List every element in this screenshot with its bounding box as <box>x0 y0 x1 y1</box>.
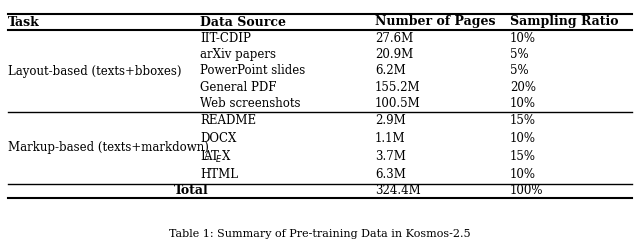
Text: Sampling Ratio: Sampling Ratio <box>510 16 618 28</box>
Text: 100.5M: 100.5M <box>375 97 420 110</box>
Text: 10%: 10% <box>510 97 536 110</box>
Text: 100%: 100% <box>510 184 543 198</box>
Text: L$\!\!$A$\!$T$_{\!\!E}$X: L$\!\!$A$\!$T$_{\!\!E}$X <box>200 149 232 165</box>
Text: 20.9M: 20.9M <box>375 48 413 61</box>
Text: Markup-based (texts+markdown): Markup-based (texts+markdown) <box>8 142 209 154</box>
Text: HTML: HTML <box>200 169 238 181</box>
Text: 324.4M: 324.4M <box>375 184 420 198</box>
Text: 1.1M: 1.1M <box>375 133 406 145</box>
Text: 10%: 10% <box>510 169 536 181</box>
Text: Number of Pages: Number of Pages <box>375 16 495 28</box>
Text: 15%: 15% <box>510 150 536 164</box>
Text: Task: Task <box>8 16 40 28</box>
Text: IIT-CDIP: IIT-CDIP <box>200 32 251 45</box>
Text: 155.2M: 155.2M <box>375 81 420 94</box>
Text: 10%: 10% <box>510 133 536 145</box>
Text: Total: Total <box>174 184 209 198</box>
Text: 3.7M: 3.7M <box>375 150 406 164</box>
Text: arXiv papers: arXiv papers <box>200 48 276 61</box>
Text: 10%: 10% <box>510 32 536 45</box>
Text: Data Source: Data Source <box>200 16 286 28</box>
Text: 27.6M: 27.6M <box>375 32 413 45</box>
Text: 6.3M: 6.3M <box>375 169 406 181</box>
Text: 2.9M: 2.9M <box>375 114 406 128</box>
Text: README: README <box>200 114 256 128</box>
Text: 15%: 15% <box>510 114 536 128</box>
Text: 20%: 20% <box>510 81 536 94</box>
Text: 5%: 5% <box>510 65 529 78</box>
Text: Web screenshots: Web screenshots <box>200 97 301 110</box>
Text: Layout-based (texts+bboxes): Layout-based (texts+bboxes) <box>8 65 182 78</box>
Text: General PDF: General PDF <box>200 81 276 94</box>
Text: PowerPoint slides: PowerPoint slides <box>200 65 305 78</box>
Text: DOCX: DOCX <box>200 133 236 145</box>
Text: Table 1: Summary of Pre-training Data in Kosmos-2.5: Table 1: Summary of Pre-training Data in… <box>169 229 471 239</box>
Text: 6.2M: 6.2M <box>375 65 406 78</box>
Text: 5%: 5% <box>510 48 529 61</box>
